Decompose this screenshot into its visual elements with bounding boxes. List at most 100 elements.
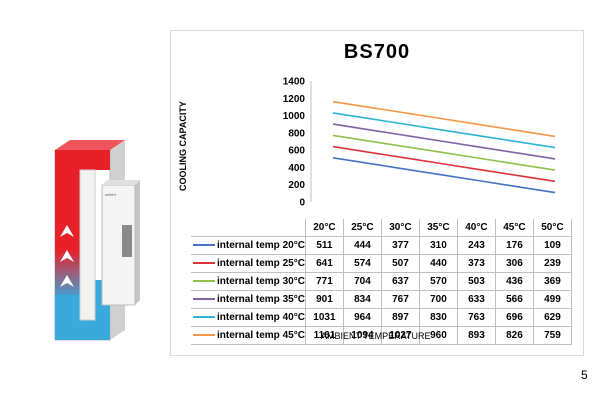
y-tick-label: 200 [288,180,305,191]
series-line-1 [332,145,556,183]
series-name: internal temp 20°C [217,240,305,251]
data-value: 176 [494,236,534,255]
legend-entry: internal temp 35°C [191,290,306,309]
cooling-unit-badge: seifert [105,192,117,197]
legend-entry: internal temp 40°C [191,308,306,327]
data-value: 507 [380,254,420,273]
data-value: 444 [342,236,382,255]
y-tick-label: 1200 [283,94,306,105]
data-value: 1161 [304,326,344,345]
cooling-unit-top [102,180,140,185]
data-value: 239 [532,254,572,273]
table-row: internal temp 25°C 641 574 507 440 373 306 239 [191,254,572,273]
data-value: 570 [418,272,458,291]
data-value: 499 [532,290,572,309]
data-value: 574 [342,254,382,273]
table-header-row: 20°C 25°C 30°C 35°C 40°C 45°C 50°C [191,219,572,237]
series-name: internal temp 35°C [217,294,305,305]
series-line-0 [332,157,556,194]
series-line-2 [332,134,556,171]
x-tick-label: 45°C [494,219,534,237]
legend-key-icon [193,334,215,337]
x-tick-label: 25°C [342,219,382,237]
x-tick-label: 30°C [380,219,420,237]
data-value: 436 [494,272,534,291]
air-arrow-up-icon [60,275,74,287]
table-row: internal temp 35°C 901 834 767 700 633 566 499 [191,290,572,309]
table-row: internal temp 45°C 1161 1094 1027 960 893 826 7… [191,326,572,345]
data-value: 893 [456,326,496,345]
data-value: 369 [532,272,572,291]
hot-air-zone-top [55,140,125,150]
data-value: 440 [418,254,458,273]
enclosure-cooling-illustration: seifert [54,140,140,341]
data-value: 306 [494,254,534,273]
y-tick-label: 800 [288,128,305,139]
data-value: 704 [342,272,382,291]
x-tick-label: 40°C [456,219,496,237]
data-value: 373 [456,254,496,273]
cooling-unit-side [135,180,140,305]
x-tick-label: 20°C [304,219,344,237]
series-name: internal temp 30°C [217,276,305,287]
data-value: 109 [532,236,572,255]
cooling-unit-vent [122,225,132,257]
data-value: 830 [418,308,458,327]
data-value: 641 [304,254,344,273]
table-corner [191,219,305,237]
chart-plot: 0 200 400 600 800 1000 1200 1400 [283,77,556,209]
data-value: 310 [418,236,458,255]
series-name: internal temp 40°C [217,312,305,323]
data-value: 696 [494,308,534,327]
legend-key-icon [193,244,215,247]
chart-title: BS700 [343,41,411,63]
legend-entry: internal temp 25°C [191,254,306,273]
air-arrow-up-icon [60,225,74,237]
data-value: 771 [304,272,344,291]
y-tick-label: 400 [288,163,305,174]
series-line-5 [332,100,556,138]
data-value: 629 [532,308,572,327]
series-name: internal temp 45°C [217,330,305,341]
inner-panel [79,169,96,321]
data-value: 834 [342,290,382,309]
data-value: 763 [456,308,496,327]
data-value: 637 [380,272,420,291]
legend-key-icon [193,280,215,283]
series-name: internal temp 25°C [217,258,305,269]
data-value: 511 [304,236,344,255]
series-line-3 [332,123,556,160]
data-value: 759 [532,326,572,345]
data-value: 1031 [304,308,344,327]
data-value: 566 [494,290,534,309]
table-row: internal temp 20°C 511 444 377 310 243 176 109 [191,236,572,255]
legend-key-icon [193,298,215,301]
y-tick-label: 1400 [283,77,306,88]
legend-key-icon [193,262,215,265]
air-gradient-zone [55,250,80,300]
data-value: 700 [418,290,458,309]
data-value: 243 [456,236,496,255]
legend-entry: internal temp 45°C [191,326,306,345]
series-line-4 [332,112,556,149]
chart-container: BS700 COOLING CAPACITY 0 200 400 600 800 1000… [170,30,584,356]
x-tick-label: 35°C [418,219,458,237]
data-value: 826 [494,326,534,345]
y-tick-label: 1000 [283,111,306,122]
data-value: 901 [304,290,344,309]
y-tick-label: 600 [288,146,305,157]
cold-air-zone [55,295,110,340]
legend-entry: internal temp 30°C [191,272,306,291]
page-number: 5 [581,368,588,382]
y-tick-label: 0 [299,198,305,209]
table-row: internal temp 40°C 1031 964 897 830 763 696 629 [191,308,572,327]
data-table: 20°C 25°C 30°C 35°C 40°C 45°C 50°C internal te… [191,219,572,345]
legend-key-icon [193,316,215,319]
data-value: 964 [342,308,382,327]
x-tick-label: 50°C [532,219,572,237]
x-axis-label: AMBIENT TEMPERATURE [321,331,431,341]
legend-entry: internal temp 20°C [191,236,306,255]
data-value: 377 [380,236,420,255]
data-value: 633 [456,290,496,309]
data-value: 897 [380,308,420,327]
